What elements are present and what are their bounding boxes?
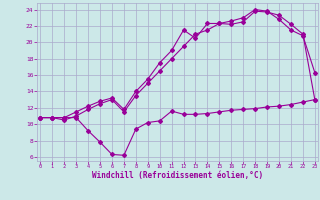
X-axis label: Windchill (Refroidissement éolien,°C): Windchill (Refroidissement éolien,°C)	[92, 171, 263, 180]
